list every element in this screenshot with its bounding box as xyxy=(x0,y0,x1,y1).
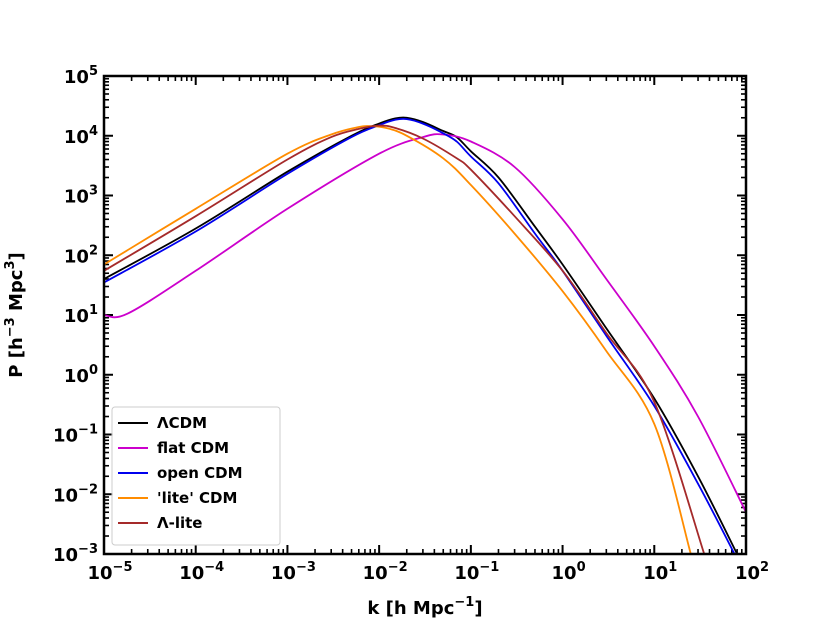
x-tick-label: 10−5 xyxy=(87,560,132,584)
y-tick-label: 105 xyxy=(64,64,98,88)
y-tick-label: 101 xyxy=(64,303,98,327)
y-tick-label: 104 xyxy=(64,124,98,148)
series-line-2 xyxy=(104,117,736,554)
x-tick-label: 102 xyxy=(735,560,769,584)
y-axis-label: P [h−3 Mpc3] xyxy=(3,252,27,377)
series-lines xyxy=(104,116,746,554)
series-line-3 xyxy=(104,125,692,554)
y-tick-label: 100 xyxy=(64,363,98,387)
legend-label-1: flat CDM xyxy=(157,439,229,457)
legend-label-4: Λ-lite xyxy=(157,514,202,532)
x-tick-label: 10−2 xyxy=(363,560,408,584)
y-tick-label: 10−2 xyxy=(53,482,98,506)
y-tick-labels: 10−3 10−2 10−1 100 101 102 103 104 105 xyxy=(53,64,98,566)
x-tick-label: 10−3 xyxy=(271,560,316,584)
y-tick-label: 103 xyxy=(64,184,98,208)
y-tick-label: 102 xyxy=(64,243,98,267)
series-line-1 xyxy=(104,133,746,513)
legend-box xyxy=(111,406,281,546)
x-tick-label: 10−1 xyxy=(454,560,499,584)
x-tick-label: 100 xyxy=(552,560,586,584)
legend-label-3: 'lite' CDM xyxy=(157,489,237,507)
x-tick-label: 10−4 xyxy=(179,560,224,584)
x-tick-labels: 10−5 10−4 10−3 10−2 10−1 100 101 102 xyxy=(87,560,769,584)
legend-label-0: ΛCDM xyxy=(157,414,207,432)
x-axis-label: k [h Mpc−1] xyxy=(367,595,482,619)
y-tick-label: 10−1 xyxy=(53,423,98,447)
series-line-4 xyxy=(104,124,706,554)
x-tick-label: 101 xyxy=(643,560,677,584)
legend: ΛCDM flat CDM open CDM 'lite' CDM Λ-lite xyxy=(111,406,281,546)
plot-frame xyxy=(102,74,748,556)
y-tick-label: 10−3 xyxy=(53,542,98,566)
legend-label-2: open CDM xyxy=(157,464,243,482)
